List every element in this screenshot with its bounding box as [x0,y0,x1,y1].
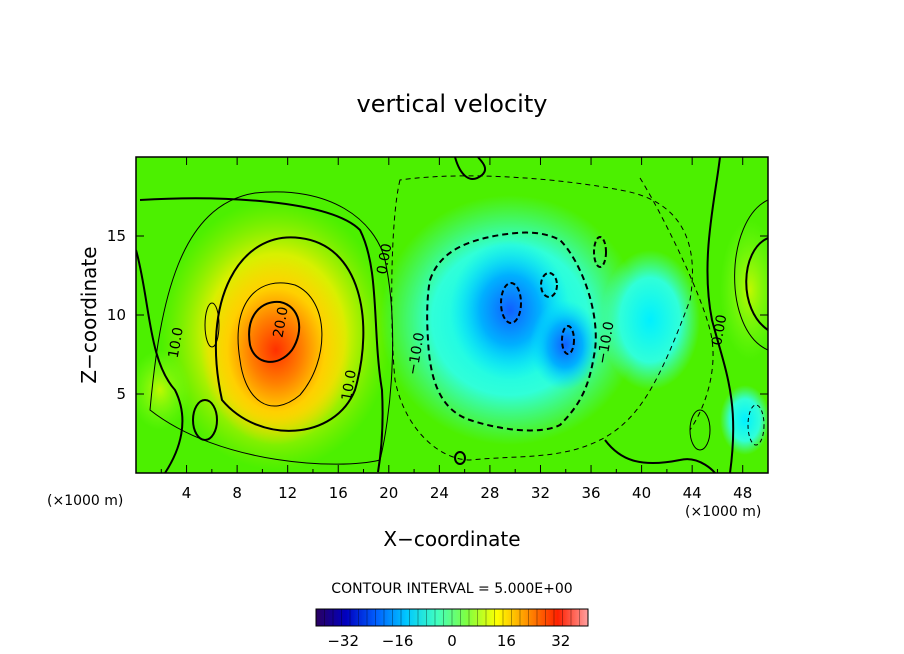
cool-region-east [600,250,700,390]
contour-label: 10.0 [166,326,187,359]
contour-5 [149,191,394,465]
x-axis-ticks: 4 8 12 16 20 24 28 32 36 40 44 48 [160,157,752,502]
warm-region-east [720,220,768,360]
contour-zero-east [706,157,735,473]
contour-10 [214,236,365,432]
x-tick-label: 28 [480,484,499,502]
contour-labels: 10.0 20.0 10.0 0.00 −10.0 −10.0 0.00 [166,242,731,402]
plot-area: 10.020.010.00.00−10.0 −10.0 0.00 4 8 12 16 20 2… [107,156,769,502]
colorbar-frame [315,608,589,627]
contour-label: 0.00 [374,242,395,275]
contour-small-sw [192,399,218,441]
colorbar: −32 −16 0 16 32 [315,608,589,650]
contour-small-se [689,409,711,451]
x-tick-label: 40 [632,484,651,502]
contour-neg5 [391,175,693,461]
x-axis-label: X−coordinate [383,527,520,551]
y-tick-label: 15 [107,227,126,245]
y-axis-label: Z−coordinate [77,246,101,383]
contour-neg10 [426,231,597,432]
x-tick-label: 8 [232,484,242,502]
contour-zero-far-west [136,249,184,473]
x-unit-label-right: (×1000 m) [685,504,761,520]
colorbar-tick-label: −32 [327,632,359,650]
x-tick-label: 12 [278,484,297,502]
contour-neg15-b [561,325,575,355]
contour-label: 20.0 [271,305,292,338]
contour-zero-west [139,197,384,473]
chart-title: vertical velocity [357,90,548,118]
x-tick-label: 24 [430,484,449,502]
cool-region-southeast [720,385,768,455]
x-tick-label: 20 [379,484,398,502]
contour-20 [248,300,301,363]
contour-small-w [204,302,220,348]
x-tick-label: 48 [733,484,752,502]
x-tick-label: 36 [581,484,600,502]
cool-region-core-2 [530,300,600,390]
x-tick-label: 32 [531,484,550,502]
colorbar-tick-label: −16 [382,632,414,650]
x-tick-label: 44 [683,484,702,502]
x-tick-label: 16 [329,484,348,502]
contour-small-se-2 [747,404,765,446]
contour-label: 0.00 [709,313,730,346]
colorbar-tick-label: 0 [447,632,457,650]
contour-lines [136,157,768,473]
y-tick-label: 10 [107,306,126,324]
contour-neg15-d [593,236,607,268]
colorbar-ticks: −32 −16 0 16 32 [327,632,570,650]
contour-small-bottom [454,451,466,465]
contour-15 [237,282,323,407]
y-axis-ticks: 5 10 15 [107,227,768,403]
x-unit-label-left: (×1000 m) [47,493,123,509]
contour-label: 10.0 [339,369,360,402]
contour-2-east [734,199,768,351]
contour-zero-bottom-east [604,439,716,473]
colorbar-divisions [324,609,580,626]
warm-region-west [136,350,190,430]
contour-zero-top [454,157,487,180]
y-tick-label: 5 [116,385,126,403]
contour-5-east [745,237,768,331]
contour-label: −10.0 [405,331,428,376]
colorbar-tick-label: 16 [497,632,516,650]
color-field [136,195,768,470]
contour-neg15-c [540,272,558,298]
colorbar-tick-label: 32 [551,632,570,650]
contour-interval-text: CONTOUR INTERVAL = 5.000E+00 [331,581,572,597]
warm-region-core [201,255,351,445]
x-tick-label: 4 [182,484,192,502]
contour-neg5-east [639,177,714,431]
contour-neg15-a [500,282,522,324]
contour-label: −10.0 [594,320,617,365]
